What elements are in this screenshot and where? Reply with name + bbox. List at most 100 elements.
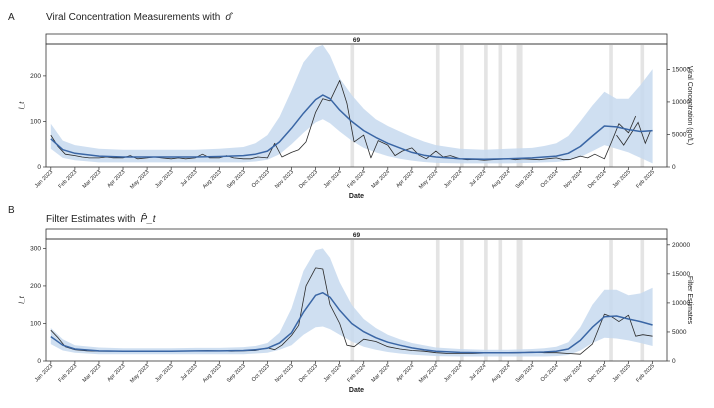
- facet-strip-label: 69: [353, 37, 361, 44]
- y-tick-label: 0: [37, 358, 41, 365]
- x-tick-label: Sep 2024: [515, 363, 536, 384]
- x-tick-label: Sep 2024: [515, 169, 536, 190]
- x-tick-label: Apr 2023: [106, 363, 126, 383]
- x-tick-label: Feb 2024: [346, 169, 367, 190]
- x-tick-label: Feb 2023: [58, 363, 79, 384]
- x-tick-label: Jan 2023: [34, 169, 54, 189]
- x-tick-label: Nov 2024: [563, 169, 584, 190]
- x-tick-label: Apr 2024: [395, 169, 415, 189]
- y-right-tick-label: 20000: [672, 242, 690, 249]
- x-tick-label: Mar 2024: [371, 169, 392, 190]
- chart-panel-a: A Viral Concentration Measurements with σ̂…: [8, 11, 693, 200]
- missing-data-band: [498, 44, 503, 167]
- x-tick-label: Feb 2025: [635, 169, 656, 190]
- x-tick-label: Aug 2024: [491, 169, 512, 190]
- x-tick-label: Jul 2023: [180, 363, 199, 382]
- x-tick-label: Dec 2024: [587, 363, 608, 384]
- x-axis-label: Date: [349, 193, 364, 200]
- missing-data-band: [435, 239, 440, 361]
- x-tick-label: Apr 2023: [106, 169, 126, 189]
- x-tick-label: Oct 2023: [251, 169, 271, 189]
- chart-title-text: Viral Concentration Measurements with: [46, 12, 220, 23]
- x-tick-label: Feb 2025: [635, 363, 656, 384]
- x-tick-label: May 2023: [129, 169, 150, 190]
- y-tick-label: 0: [37, 164, 41, 171]
- y-tick-label: 200: [30, 283, 41, 290]
- y-right-tick-label: 0: [672, 358, 676, 365]
- chart-title-text: Filter Estimates with: [46, 214, 135, 225]
- x-tick-label: Nov 2023: [274, 169, 295, 190]
- y-axis-label: l_t: [19, 295, 26, 303]
- plot-frame: [45, 238, 668, 362]
- interval-band: [50, 44, 653, 164]
- y-tick-label: 100: [30, 119, 41, 126]
- facet-strip-label: 69: [353, 232, 361, 239]
- chart-title-symbol: σ̂: [225, 11, 233, 23]
- y-right-tick-label: 15000: [672, 67, 690, 74]
- x-tick-label: Apr 2024: [395, 363, 415, 383]
- y-axis-right-label: Viral Concentration (gc/L): [686, 66, 693, 145]
- y-right-tick-label: 15000: [672, 271, 690, 278]
- panel-letter: B: [8, 205, 15, 216]
- x-tick-label: Oct 2023: [251, 363, 271, 383]
- x-tick-label: Nov 2024: [563, 363, 584, 384]
- missing-data-band: [435, 44, 440, 167]
- x-tick-label: Feb 2024: [346, 363, 367, 384]
- missing-data-band: [516, 44, 523, 167]
- x-tick-label: Mar 2024: [371, 363, 392, 384]
- missing-data-band: [460, 239, 464, 361]
- x-tick-label: Jun 2024: [443, 169, 463, 189]
- x-tick-label: Nov 2023: [274, 363, 295, 384]
- x-tick-label: Jan 2025: [612, 169, 632, 189]
- series-line-smoothed: [50, 94, 653, 161]
- x-tick-label: Dec 2023: [298, 169, 319, 190]
- y-right-tick-label: 5000: [672, 132, 687, 139]
- chart-panel-b: B Filter Estimates with P̂_t 69 0 100 200 300 0 5…: [8, 205, 693, 394]
- x-tick-label: Jun 2024: [443, 363, 463, 383]
- missing-data-band: [498, 239, 503, 361]
- x-tick-label: May 2024: [418, 363, 439, 384]
- x-tick-label: May 2023: [129, 363, 150, 384]
- x-tick-label: Feb 2023: [58, 169, 79, 190]
- y-right-tick-label: 10000: [672, 300, 690, 307]
- y-axis-right-label: Filter Estimates: [686, 276, 693, 325]
- x-tick-label: Dec 2024: [587, 169, 608, 190]
- x-tick-label: Jan 2023: [34, 363, 54, 383]
- interval-band: [50, 248, 653, 357]
- y-right-tick-label: 5000: [672, 329, 687, 336]
- panel-letter: A: [8, 12, 15, 23]
- x-tick-label: Sep 2023: [226, 363, 247, 384]
- x-tick-label: Oct 2024: [540, 363, 560, 383]
- x-tick-label: Mar 2023: [82, 363, 103, 384]
- chart-title-symbol: P̂_t: [140, 211, 156, 225]
- series-line-smoothed: [50, 291, 653, 354]
- x-tick-label: Oct 2024: [540, 169, 560, 189]
- x-tick-label: Sep 2023: [226, 169, 247, 190]
- x-tick-label: Jul 2024: [469, 169, 488, 188]
- x-tick-label: Aug 2024: [491, 363, 512, 384]
- series-line-observed-tail: [616, 121, 651, 146]
- x-tick-label: Jun 2023: [154, 363, 174, 383]
- x-tick-label: Aug 2023: [202, 363, 223, 384]
- chart-title: Viral Concentration Measurements with σ̂: [46, 11, 233, 23]
- y-right-tick-label: 10000: [672, 99, 690, 106]
- x-tick-label: Aug 2023: [202, 169, 223, 190]
- x-tick-label: Jun 2023: [154, 169, 174, 189]
- x-tick-label: Mar 2023: [82, 169, 103, 190]
- missing-data-band: [484, 44, 488, 167]
- missing-data-band: [460, 44, 464, 167]
- x-tick-label: Jan 2024: [323, 363, 343, 383]
- x-tick-label: Jul 2023: [180, 169, 199, 188]
- x-tick-label: May 2024: [418, 169, 439, 190]
- y-tick-label: 200: [30, 73, 41, 80]
- x-tick-label: Dec 2023: [298, 363, 319, 384]
- missing-data-band: [484, 239, 488, 361]
- y-right-tick-label: 0: [672, 164, 676, 171]
- missing-data-band: [350, 239, 355, 361]
- x-tick-label: Jan 2025: [612, 363, 632, 383]
- y-tick-label: 100: [30, 321, 41, 328]
- y-tick-label: 300: [30, 246, 41, 253]
- missing-data-band: [516, 239, 523, 361]
- chart-title: Filter Estimates with P̂_t: [46, 211, 157, 225]
